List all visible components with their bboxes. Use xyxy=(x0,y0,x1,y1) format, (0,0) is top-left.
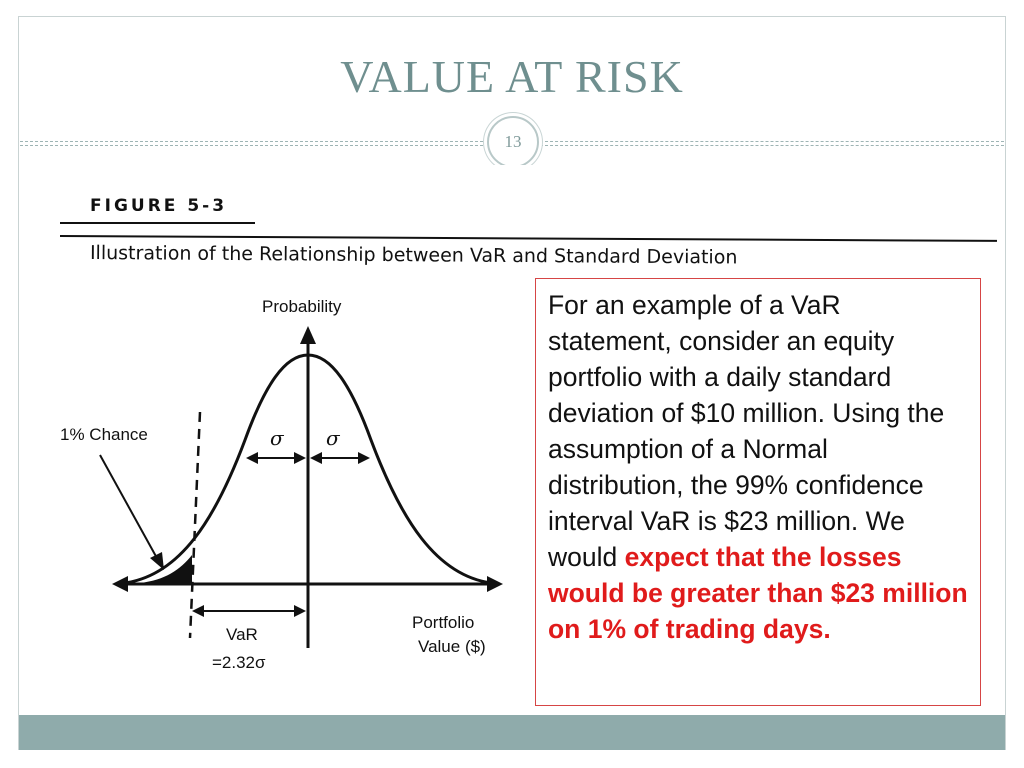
title-divider-left xyxy=(20,141,488,142)
sigma-right-label: σ xyxy=(326,426,341,450)
x-axis-left-arrowhead xyxy=(112,576,128,592)
title-divider-right xyxy=(540,141,1004,142)
var-arrowhead-left xyxy=(192,605,204,617)
figure-label: FIGURE 5-3 xyxy=(90,196,228,216)
var-cutoff-line xyxy=(188,411,202,639)
title-divider-right-2 xyxy=(540,145,1004,146)
sigma-left-label: σ xyxy=(270,426,285,450)
page-number-badge: 13 xyxy=(487,116,539,168)
sigma-left-arrowhead-right xyxy=(294,452,306,464)
bell-curve xyxy=(124,353,492,585)
chance-pointer-arrowhead xyxy=(150,552,164,570)
x-axis-label-line1: Portfolio xyxy=(412,613,474,632)
slide-footer-bar xyxy=(19,715,1005,750)
chance-label: 1% Chance xyxy=(60,425,148,444)
y-axis-label: Probability xyxy=(262,297,342,316)
callout-highlight-text: expect that the losses would be greater … xyxy=(548,542,968,644)
callout-text: For an example of a VaR statement, consi… xyxy=(548,290,945,572)
chance-pointer xyxy=(99,454,159,561)
sigma-right-arrowhead-left xyxy=(310,452,322,464)
sigma-right-arrowhead-right xyxy=(358,452,370,464)
var-arrowhead-right xyxy=(294,605,306,617)
shaded-tail-area xyxy=(140,555,192,583)
y-axis-arrowhead xyxy=(300,326,316,344)
var-label: VaR xyxy=(226,625,258,644)
sigma-left-arrowhead-left xyxy=(246,452,258,464)
var-value-label: =2.32σ xyxy=(212,653,266,672)
page-number: 13 xyxy=(504,132,522,151)
x-axis-right-arrowhead xyxy=(487,576,503,592)
figure-label-underline xyxy=(60,222,255,224)
slide-title: VALUE AT RISK xyxy=(340,51,684,102)
title-divider-left-2 xyxy=(20,145,488,146)
x-axis-label-line2: Value ($) xyxy=(418,637,486,656)
var-example-callout: For an example of a VaR statement, consi… xyxy=(535,278,981,706)
